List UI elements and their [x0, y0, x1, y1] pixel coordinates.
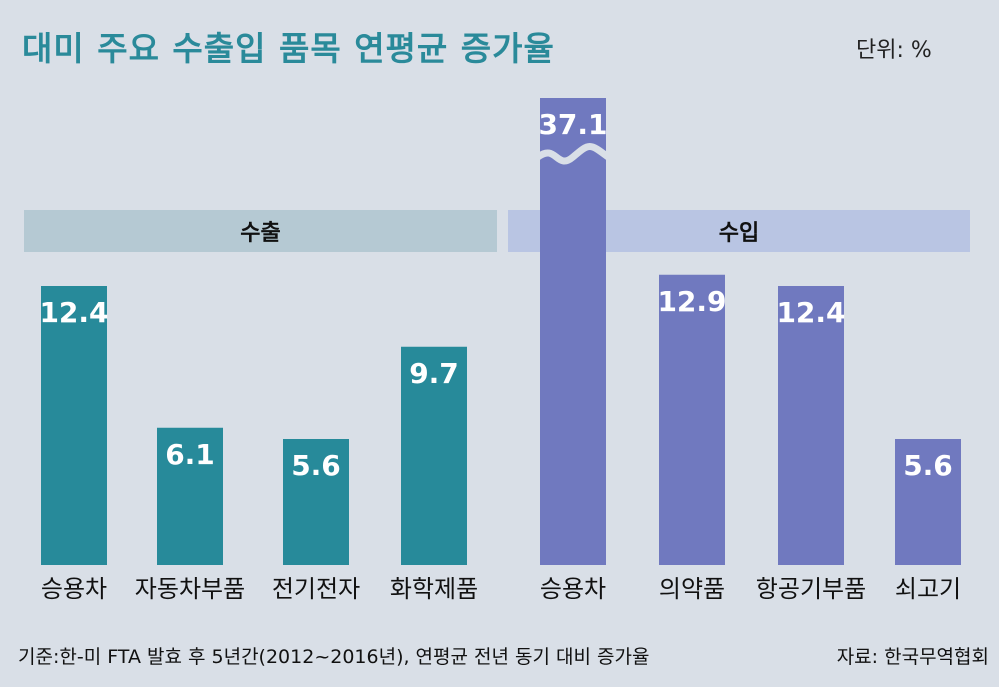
category-label: 전기전자 [272, 575, 360, 603]
category-label: 화학제품 [390, 575, 478, 603]
bar-value-label: 12.4 [39, 296, 108, 329]
bar-value-label: 9.7 [409, 357, 459, 390]
bar-import-2 [778, 286, 844, 565]
bar-value-label: 12.9 [657, 285, 726, 318]
axis-break-mark [535, 143, 611, 165]
category-label: 의약품 [659, 575, 725, 603]
bar-export-0 [41, 286, 107, 565]
chart-title: 대미 주요 수출입 품목 연평균 증가율 [22, 29, 555, 68]
footer-source: 자료: 한국무역협회 [836, 646, 989, 668]
category-label: 항공기부품 [756, 575, 866, 603]
footer-basis: 기준:한-미 FTA 발효 후 5년간(2012~2016년), 연평균 전년 … [18, 646, 650, 668]
bar-export-1 [157, 427, 223, 565]
bar-value-label: 6.1 [165, 438, 215, 471]
bar-value-label: 5.6 [903, 449, 953, 482]
category-label: 승용차 [41, 575, 107, 603]
bar-value-label: 37.1 [538, 108, 607, 141]
footer: 기준:한-미 FTA 발효 후 5년간(2012~2016년), 연평균 전년 … [18, 642, 989, 669]
bar-export-2 [283, 439, 349, 565]
export-group-header: 수출 [24, 210, 497, 252]
bar-import-3 [895, 439, 961, 565]
bar-import-1 [659, 274, 725, 565]
bar-value-label: 5.6 [291, 449, 341, 482]
bar-export-3 [401, 346, 467, 565]
bar-value-label: 12.4 [776, 296, 845, 329]
category-label: 쇠고기 [895, 575, 961, 603]
category-label: 승용차 [540, 575, 606, 603]
category-label: 자동차부품 [135, 575, 245, 603]
bar-import-0 [540, 98, 606, 565]
unit-label: 단위: % [856, 38, 932, 63]
